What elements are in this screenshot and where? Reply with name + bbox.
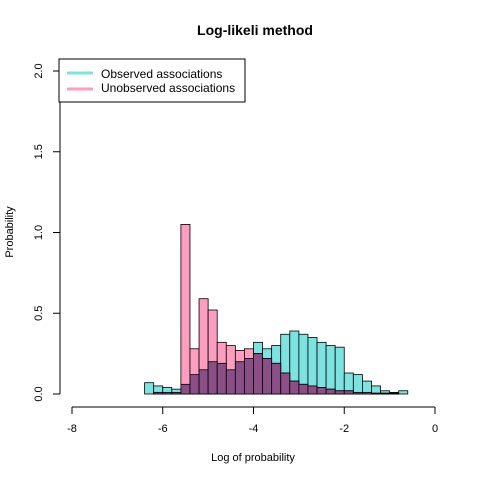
overlap-bar: [153, 391, 164, 395]
observed-bar: [144, 382, 155, 395]
legend-label-unobserved: Unobserved associations: [101, 81, 235, 95]
chart-title: Log-likeli method: [197, 22, 313, 38]
overlap-bar: [162, 391, 173, 395]
overlap-bar: [180, 383, 191, 395]
observed-bar: [325, 345, 336, 395]
overlap-bar: [280, 372, 291, 395]
x-axis-label: Log of probability: [211, 452, 295, 464]
overlap-bar: [343, 390, 354, 395]
overlap-bar: [171, 391, 182, 395]
overlap-bar: [316, 387, 327, 395]
overlap-bar: [244, 358, 254, 395]
x-axis-ticks: -8 -6 -4 -2 0: [67, 407, 438, 435]
legend-box: [58, 58, 246, 103]
y-tick-label: 2.0: [33, 63, 45, 78]
overlap-bar: [234, 361, 245, 395]
overlap-bar: [307, 385, 318, 395]
y-axis-label: Probability: [4, 206, 16, 258]
overlap-bar: [216, 362, 227, 395]
legend: Observed associations Unobserved associa…: [58, 58, 246, 103]
x-tick-label: -4: [249, 423, 259, 435]
overlap-bar: [334, 390, 345, 395]
observed-bar: [316, 341, 327, 395]
observed-bar: [334, 346, 345, 395]
overlap-bar: [298, 383, 309, 395]
unobserved-bar: [180, 224, 191, 395]
observed-bar: [352, 374, 363, 395]
x-tick-label: -2: [339, 423, 349, 435]
overlap-bar: [389, 392, 400, 395]
observed-bar: [307, 337, 318, 395]
overlap-bar: [325, 388, 336, 395]
overlap-bar: [198, 369, 209, 395]
observed-bar: [371, 385, 381, 395]
overlap-bar: [361, 391, 372, 395]
overlap-bar: [253, 353, 263, 395]
y-tick-label: 0.5: [33, 306, 45, 321]
overlap-bar: [352, 391, 363, 395]
y-axis-ticks: 0.0 0.5 1.0 1.5 2.0: [33, 63, 60, 402]
y-tick-label: 0.0: [33, 386, 45, 401]
x-tick-label: 0: [432, 423, 438, 435]
overlap-bar: [371, 392, 381, 395]
overlap-bar: [262, 358, 273, 395]
observed-bar: [398, 390, 409, 395]
overlap-bar: [189, 374, 200, 395]
y-tick-label: 1.0: [33, 225, 45, 240]
overlap-bar: [207, 361, 218, 395]
overlap-bar: [380, 392, 391, 395]
x-tick-label: -6: [158, 423, 168, 435]
x-tick-label: -8: [67, 423, 77, 435]
overlap-bars: [153, 353, 400, 395]
legend-label-observed: Observed associations: [101, 67, 222, 81]
y-tick-label: 1.5: [33, 144, 45, 159]
overlap-bar: [271, 362, 282, 395]
overlap-bar: [225, 369, 236, 395]
overlap-bar: [289, 380, 300, 395]
